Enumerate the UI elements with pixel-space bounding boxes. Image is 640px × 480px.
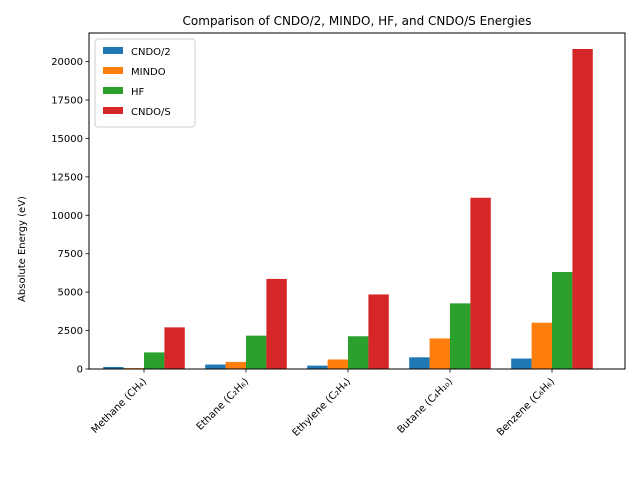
legend: CNDO/2 MINDO HF CNDO/S: [94, 38, 196, 128]
y-tick-label: 0: [77, 365, 83, 376]
bar-cndo-2-4: [511, 358, 532, 369]
y-tick-label: 7500: [58, 249, 83, 260]
y-tick-label: 15000: [51, 134, 83, 145]
bar-hf-0: [144, 352, 165, 369]
legend-swatch-cndo-s: [103, 107, 123, 114]
legend-label: MINDO: [131, 67, 166, 78]
bar-mindo-1: [225, 361, 246, 369]
bar-cndo-2-1: [205, 364, 226, 369]
y-tick-label: 12500: [51, 172, 83, 183]
bar-cndo-2-2: [307, 365, 328, 369]
legend-label: CNDO/2: [131, 47, 171, 58]
legend-swatch-mindo: [103, 67, 123, 74]
plot-frame: [88, 32, 626, 370]
bar-cndo-s-4: [572, 48, 593, 370]
y-tick-label: 5000: [58, 288, 83, 299]
bar-hf-3: [450, 303, 471, 369]
y-axis-label: Absolute Energy (eV): [17, 196, 28, 302]
bar-hf-4: [552, 272, 573, 369]
legend-box: [94, 38, 196, 128]
chart-title: Comparison of CNDO/2, MINDO, HF, and CND…: [183, 14, 532, 28]
bars-group: [103, 48, 593, 370]
legend-swatch-cndo-2: [103, 47, 123, 54]
y-tick-label: 20000: [51, 57, 83, 68]
bar-cndo-s-3: [470, 197, 491, 369]
bar-cndo-2-0: [103, 367, 124, 369]
y-tick-label: 10000: [51, 211, 83, 222]
bar-mindo-2: [327, 359, 348, 369]
bar-hf-2: [348, 336, 369, 369]
y-tick-label: 17500: [51, 96, 83, 107]
bar-cndo-s-2: [368, 294, 389, 369]
y-axis: 0 2500 5000 7500 10000 12500 15000 17500 20000: [51, 57, 89, 376]
bar-mindo-3: [429, 338, 450, 369]
bar-mindo-4: [531, 322, 552, 369]
bar-cndo-2-3: [409, 357, 430, 369]
legend-label: HF: [131, 87, 145, 98]
bar-hf-1: [246, 335, 267, 369]
bar-cndo-s-1: [266, 278, 287, 369]
legend-label: CNDO/S: [131, 107, 171, 118]
bar-cndo-s-0: [164, 327, 185, 369]
y-tick-label: 2500: [58, 326, 83, 337]
legend-swatch-hf: [103, 87, 123, 94]
